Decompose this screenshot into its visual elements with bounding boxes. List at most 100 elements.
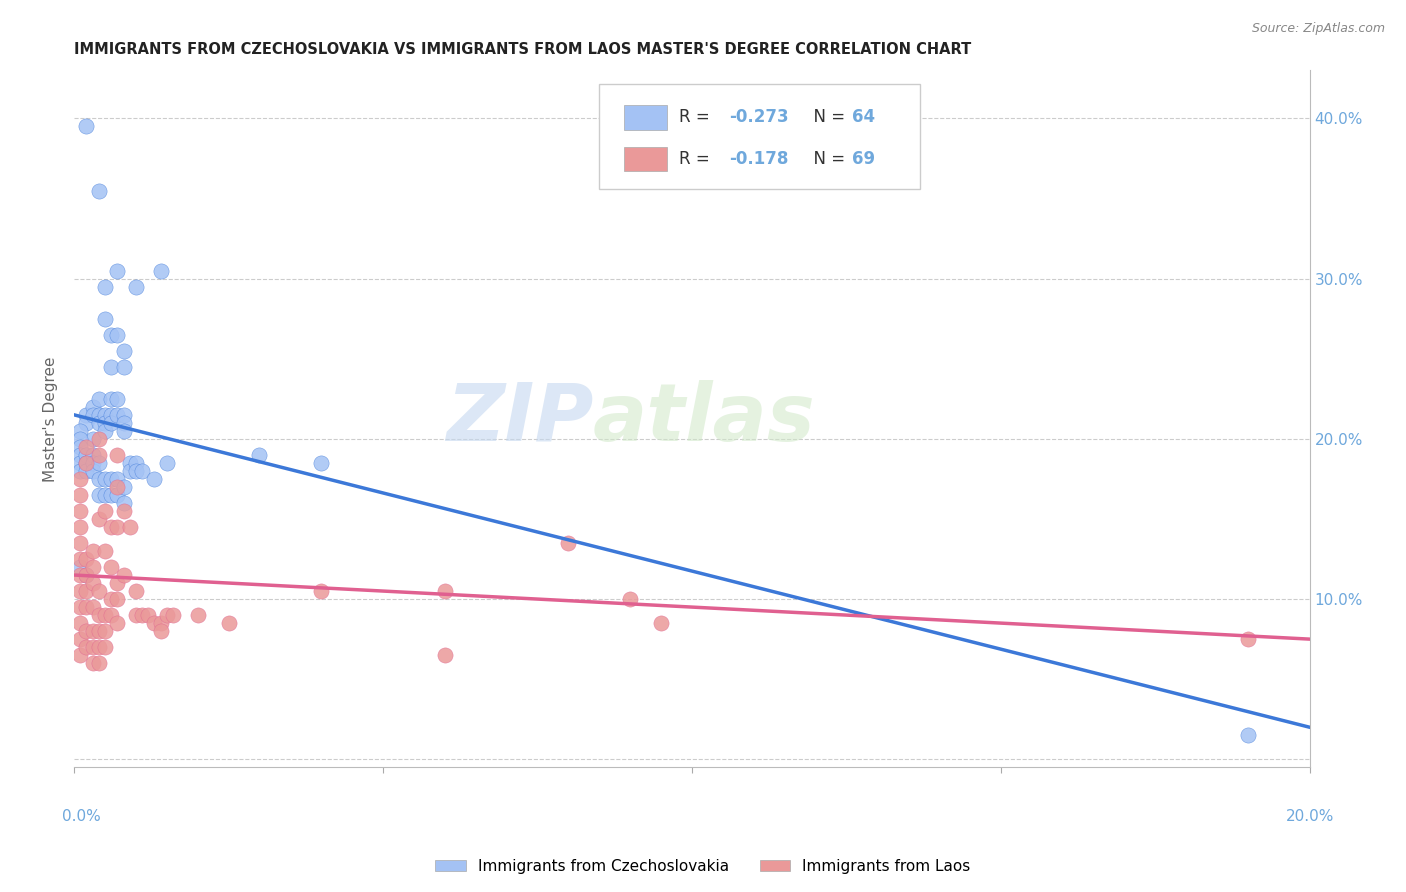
Point xyxy=(94,311,117,326)
Point xyxy=(87,640,110,654)
Point xyxy=(69,520,91,534)
Point xyxy=(82,624,104,639)
Point xyxy=(100,359,122,374)
Point xyxy=(309,584,332,599)
Point xyxy=(94,416,117,430)
Point xyxy=(87,584,110,599)
Point xyxy=(105,520,128,534)
Point xyxy=(247,448,270,462)
Point xyxy=(118,520,141,534)
Point xyxy=(94,624,117,639)
Point xyxy=(94,608,117,623)
Point xyxy=(309,456,332,470)
Point xyxy=(87,432,110,446)
Point xyxy=(100,592,122,607)
Point xyxy=(112,480,135,494)
Point xyxy=(100,472,122,486)
Point xyxy=(75,416,97,430)
FancyBboxPatch shape xyxy=(599,85,921,189)
Point xyxy=(87,512,110,526)
Point xyxy=(125,456,148,470)
Point xyxy=(75,640,97,654)
Point xyxy=(69,584,91,599)
Point xyxy=(557,536,579,550)
Point xyxy=(100,488,122,502)
Text: ZIP: ZIP xyxy=(446,380,593,458)
Text: N =: N = xyxy=(803,150,851,168)
Point xyxy=(105,392,128,406)
Point xyxy=(69,536,91,550)
Point xyxy=(82,600,104,615)
Point xyxy=(75,600,97,615)
Point xyxy=(69,432,91,446)
Point xyxy=(118,464,141,478)
FancyBboxPatch shape xyxy=(624,105,666,129)
Point xyxy=(69,448,91,462)
Point xyxy=(75,552,97,566)
Point xyxy=(94,488,117,502)
Text: 0.0%: 0.0% xyxy=(62,809,100,824)
Point xyxy=(118,456,141,470)
Point xyxy=(112,408,135,422)
Point xyxy=(105,488,128,502)
Text: 69: 69 xyxy=(852,150,876,168)
Point xyxy=(1236,728,1258,742)
Point xyxy=(82,448,104,462)
Point xyxy=(82,544,104,558)
Point xyxy=(149,624,172,639)
Text: 20.0%: 20.0% xyxy=(1286,809,1334,824)
Point xyxy=(69,552,91,566)
Point xyxy=(82,576,104,591)
Point xyxy=(82,464,104,478)
Point xyxy=(112,359,135,374)
Point xyxy=(87,448,110,462)
Point xyxy=(112,568,135,582)
Point xyxy=(100,392,122,406)
Point xyxy=(149,616,172,631)
Point xyxy=(131,608,153,623)
Point xyxy=(94,640,117,654)
Point xyxy=(82,656,104,670)
Point xyxy=(75,448,97,462)
Point xyxy=(94,424,117,438)
Point xyxy=(105,263,128,277)
Text: R =: R = xyxy=(679,108,716,126)
Point xyxy=(87,624,110,639)
Point xyxy=(69,488,91,502)
Point xyxy=(94,472,117,486)
Text: 64: 64 xyxy=(852,108,876,126)
Point xyxy=(82,408,104,422)
Point xyxy=(94,408,117,422)
Point xyxy=(75,624,97,639)
Point xyxy=(69,648,91,662)
Point xyxy=(75,440,97,454)
Point xyxy=(112,424,135,438)
Point xyxy=(131,464,153,478)
Point xyxy=(125,608,148,623)
Point xyxy=(87,472,110,486)
Point xyxy=(156,608,179,623)
Point xyxy=(87,488,110,502)
Point xyxy=(105,448,128,462)
Point xyxy=(82,432,104,446)
Point xyxy=(105,576,128,591)
Point xyxy=(82,400,104,414)
Point xyxy=(136,608,159,623)
Point xyxy=(112,504,135,518)
Point xyxy=(82,640,104,654)
Point xyxy=(125,584,148,599)
Text: -0.273: -0.273 xyxy=(728,108,789,126)
Point xyxy=(94,544,117,558)
Point xyxy=(87,184,110,198)
Point xyxy=(105,472,128,486)
Legend: Immigrants from Czechoslovakia, Immigrants from Laos: Immigrants from Czechoslovakia, Immigran… xyxy=(429,853,977,880)
Point xyxy=(105,327,128,342)
Point xyxy=(69,456,91,470)
Point xyxy=(125,464,148,478)
Point xyxy=(112,416,135,430)
Point xyxy=(619,592,641,607)
Point xyxy=(69,440,91,454)
Point xyxy=(100,520,122,534)
Point xyxy=(82,456,104,470)
Point xyxy=(75,456,97,470)
